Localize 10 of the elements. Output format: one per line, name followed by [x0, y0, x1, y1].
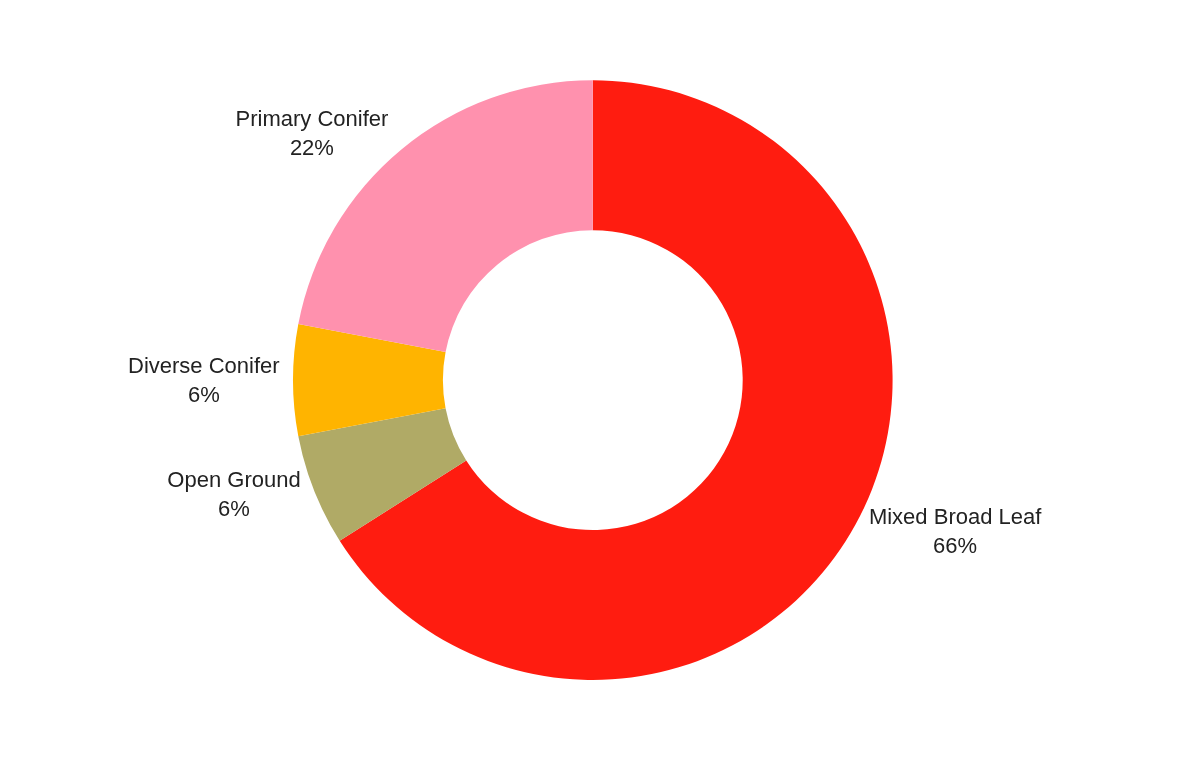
- data-label: 6%: [187, 381, 220, 407]
- donut-slice: [293, 323, 446, 437]
- donut-slice: [298, 408, 467, 541]
- slice-label: Primary Conifer: [235, 106, 389, 132]
- data-label: 22%: [289, 135, 334, 161]
- slice-label: Diverse Conifer: [128, 353, 280, 379]
- slice-label: Mixed Broad Leaf: [868, 503, 1043, 529]
- data-label: 6%: [218, 495, 250, 521]
- data-label: 66%: [933, 532, 978, 558]
- slice-label: Open Ground: [167, 467, 301, 493]
